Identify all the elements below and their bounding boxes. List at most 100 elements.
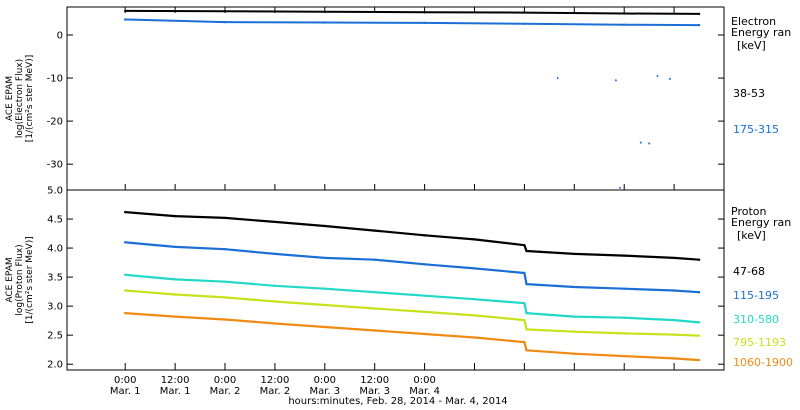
x-tick-label-time: 12:00: [260, 375, 289, 386]
x-tick-label-day: Mar. 3: [359, 386, 390, 397]
outlier-point: [668, 77, 671, 80]
x-tick-label-day: Mar. 2: [260, 386, 291, 397]
series-line-47-68: [125, 211, 700, 261]
data-point: [423, 294, 426, 297]
data-point: [697, 258, 701, 261]
data-point: [623, 287, 626, 290]
data-point: [223, 296, 227, 299]
data-point: [623, 12, 626, 15]
series-line-1060-1900: [125, 312, 700, 362]
data-point: [525, 349, 528, 352]
data-point: [223, 318, 227, 321]
y-tick-label: -20: [47, 117, 63, 128]
data-point: [672, 256, 676, 260]
y-axis-label-line: log(Proton Flux): [15, 244, 25, 315]
data-point: [323, 256, 326, 260]
legend-entry: 175-315: [733, 123, 779, 136]
data-point: [573, 252, 576, 256]
x-tick-label-day: Mar. 1: [160, 386, 191, 397]
data-point: [697, 334, 701, 337]
data-point: [124, 210, 127, 214]
data-point: [672, 318, 676, 322]
legend-title-line: Energy ran: [731, 216, 791, 229]
data-point: [697, 23, 701, 27]
data-point: [223, 280, 227, 283]
legend-entry: 310-580: [733, 313, 779, 326]
x-tick-label-day: Mar. 1: [110, 386, 141, 397]
data-point: [672, 333, 676, 336]
data-point: [523, 244, 526, 247]
x-tick-label-day: Mar. 2: [210, 386, 241, 397]
data-point: [373, 307, 376, 310]
y-tick-label: 3.0: [47, 302, 63, 313]
data-point: [124, 18, 127, 21]
data-point: [173, 315, 177, 318]
data-point: [523, 271, 526, 275]
x-tick-label-time: 0:00: [314, 375, 336, 386]
data-point: [124, 311, 127, 315]
data-point: [573, 285, 576, 289]
data-point: [373, 291, 376, 294]
data-point: [523, 302, 526, 305]
outlier-point: [639, 141, 642, 144]
legend-entry: 795-1193: [733, 336, 786, 349]
data-point: [323, 21, 326, 24]
legend-entry: 1060-1900: [733, 356, 793, 369]
outlier-point: [556, 77, 559, 79]
legend-title-line: Proton: [731, 205, 766, 218]
data-point: [573, 352, 576, 355]
y-axis-label-line: ACE EPAM: [5, 76, 15, 121]
data-point: [473, 336, 476, 339]
data-point: [323, 325, 326, 329]
panel-electron: 0 -10 -20 -30 ACE EPAM log(Electron Flux) [1/(…: [5, 6, 791, 191]
data-point: [623, 332, 626, 335]
data-point: [173, 245, 177, 249]
legend-title-line: [keV]: [737, 229, 766, 242]
data-point: [473, 298, 476, 301]
y-axis-label-line: [1/(cm²s ster MeV)]: [25, 236, 35, 323]
legend-title-line: [keV]: [737, 39, 766, 52]
y-axis-label-line: ACE EPAM: [5, 257, 15, 302]
data-point: [672, 357, 676, 360]
data-point: [423, 234, 426, 237]
legend-title-line: Energy ran: [731, 26, 791, 39]
panel-proton: 2.0 2.5 3.0 3.5 4.0 4.5 5.0 ACE EPAM log(Proton …: [5, 186, 793, 371]
data-point: [124, 289, 127, 292]
data-point: [473, 238, 476, 241]
data-point: [623, 316, 626, 319]
data-point: [423, 310, 426, 314]
data-point: [525, 311, 528, 315]
series-line-115-195: [125, 241, 700, 294]
data-point: [173, 278, 177, 281]
data-point: [697, 12, 701, 16]
data-point: [697, 358, 701, 362]
data-point: [423, 21, 426, 25]
outlier-point: [656, 74, 659, 77]
data-point: [523, 22, 526, 25]
y-tick-label: 3.5: [47, 273, 63, 284]
data-point: [525, 282, 528, 286]
outlier-point: [614, 79, 617, 82]
data-point: [423, 263, 426, 266]
data-point: [323, 287, 326, 290]
legend-entry: 38-53: [733, 87, 765, 100]
data-point: [373, 329, 376, 332]
data-point: [223, 248, 227, 251]
y-tick-label: 2.0: [47, 360, 63, 371]
data-point: [672, 289, 676, 292]
series-line-795-1193: [125, 289, 700, 337]
series-line-175-315: [125, 18, 700, 27]
series-line-310-580: [125, 273, 700, 324]
data-point: [523, 318, 526, 322]
y-tick-label: 5.0: [47, 186, 63, 197]
x-tick-label-day: Mar. 4: [409, 386, 440, 397]
outlier-point: [648, 142, 651, 145]
data-point: [124, 273, 127, 276]
x-tick-label-day: Mar. 3: [309, 386, 340, 397]
data-point: [323, 303, 326, 307]
data-point: [473, 314, 476, 317]
data-point: [323, 224, 326, 228]
x-tick-label-time: 12:00: [360, 375, 389, 386]
y-axis-label-line: log(Electron Flux): [15, 59, 25, 138]
